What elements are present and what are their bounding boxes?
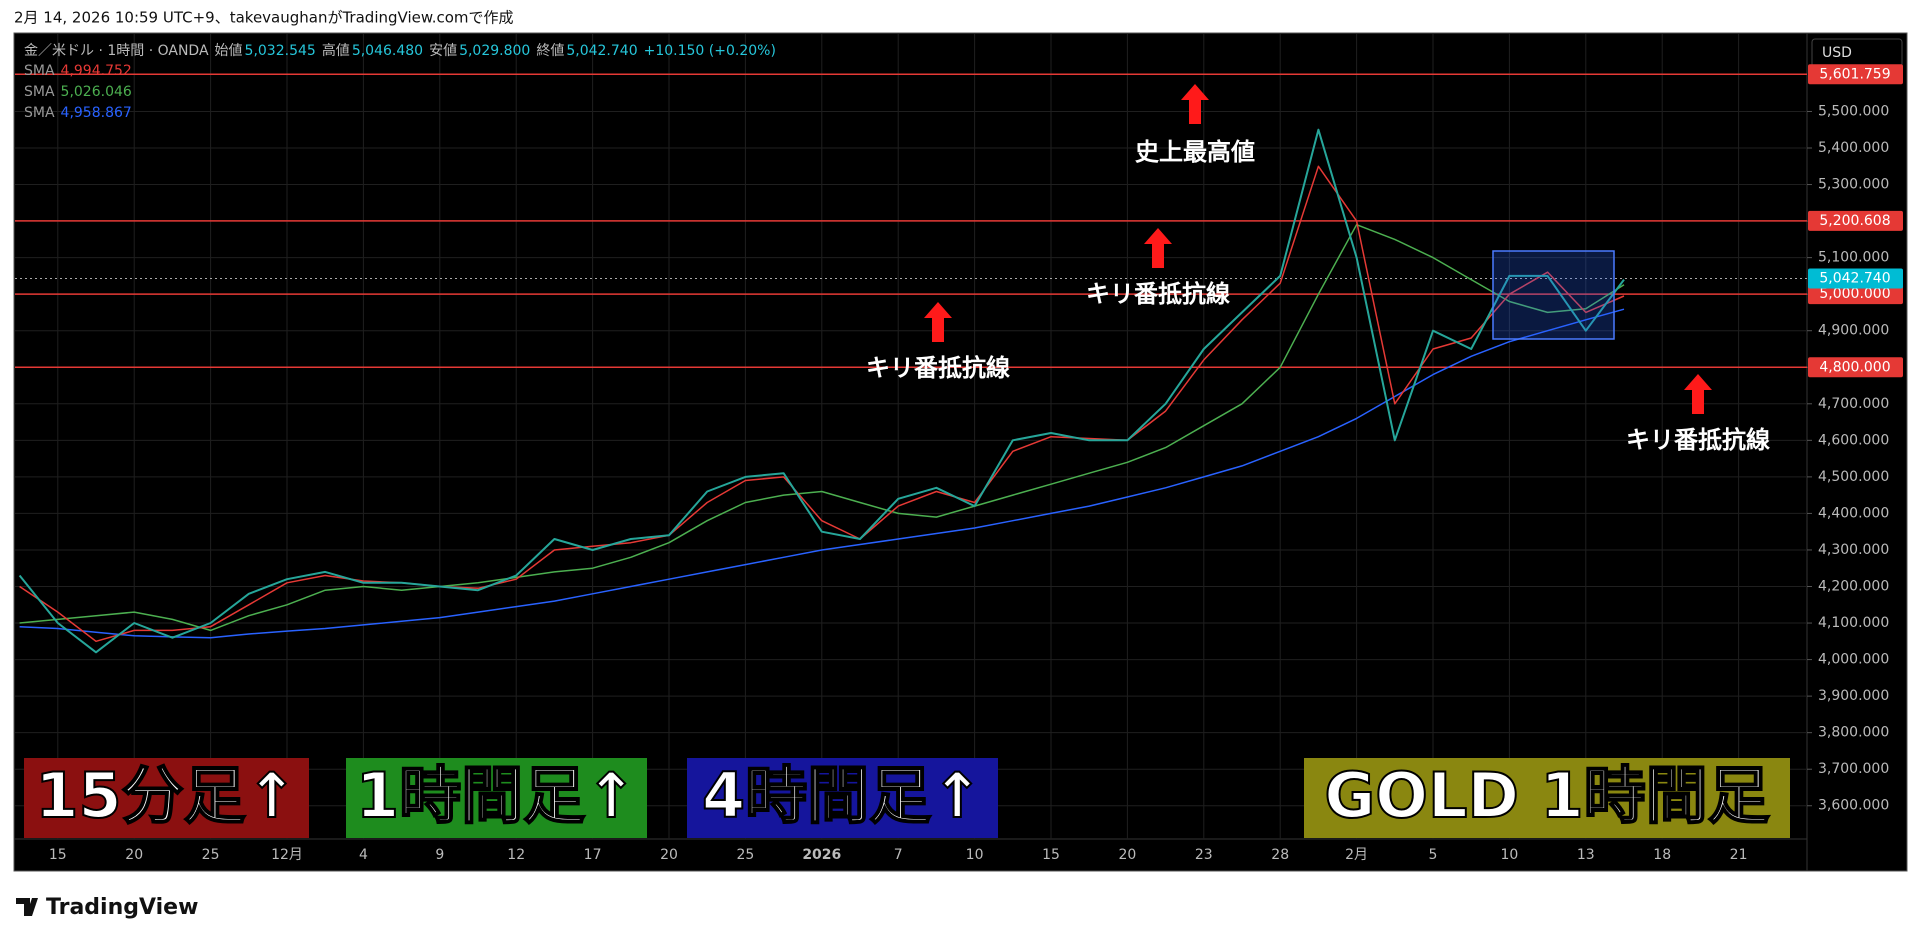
arrow — [1144, 228, 1172, 268]
arrow — [924, 302, 952, 342]
x-tick-label: 25 — [202, 847, 220, 863]
legend-name: SMA — [24, 63, 55, 79]
y-tick-label: 3,900.000 — [1818, 688, 1889, 704]
x-tick-label: 21 — [1730, 847, 1748, 863]
x-tick-label: 2026 — [802, 847, 841, 863]
annotation: 史上最高値 — [1135, 138, 1255, 166]
y-tick-label: 4,700.000 — [1818, 396, 1889, 412]
y-tick-label: 4,100.000 — [1818, 615, 1889, 631]
x-tick-label: 13 — [1577, 847, 1595, 863]
legend-name: SMA — [24, 84, 55, 100]
legend-value: 4,958.867 — [61, 105, 132, 121]
x-tick-label: 7 — [894, 847, 903, 863]
y-tick-label: 5,300.000 — [1818, 177, 1889, 193]
currency: USD — [1822, 45, 1852, 61]
timeframe-tag — [346, 758, 647, 838]
y-tick-label: 3,700.000 — [1818, 761, 1889, 777]
y-tick-label: 5,500.000 — [1818, 103, 1889, 119]
plot: 3,600.000 3,700.000 3,800.000 3,900.000 4,00… — [15, 34, 1903, 863]
x-tick-label: 17 — [584, 847, 602, 863]
x-tick-label: 2月 — [1345, 847, 1368, 863]
arrows — [924, 84, 1712, 414]
x-tick-label: 15 — [1042, 847, 1060, 863]
y-tick-label: 4,400.000 — [1818, 505, 1889, 521]
timeframe-label: 4時間足↑ — [702, 759, 983, 832]
level-label: 5,200.608 — [1819, 213, 1890, 229]
legend-value: 4,994.752 — [61, 63, 132, 79]
ohlc-label: 高値 — [322, 42, 350, 59]
x-tick-label: 4 — [359, 847, 368, 863]
arrow — [1181, 84, 1209, 124]
timeframe-tag — [687, 758, 998, 838]
sma-line — [19, 165, 1625, 643]
y-tick-label: 4,000.000 — [1818, 652, 1889, 668]
timeframe-label: GOLD 1時間足 — [1324, 759, 1769, 832]
y-tick-label: 3,600.000 — [1818, 798, 1889, 814]
sma-line — [19, 308, 1625, 639]
range-box — [1492, 250, 1615, 340]
ohlc-value: 5,046.480 — [352, 43, 423, 59]
y-tick-label: 4,900.000 — [1818, 323, 1889, 339]
x-tick-label: 20 — [1118, 847, 1136, 863]
y-tick-label: 4,500.000 — [1818, 469, 1889, 485]
ohlc-value: 5,029.800 — [459, 43, 530, 59]
timeframe-label: 1時間足↑ — [356, 759, 637, 832]
timeframe-tag — [1304, 758, 1790, 838]
chart-frame — [13, 32, 1908, 872]
ohlc-label: 始値 — [215, 43, 243, 59]
timeframe-tag — [24, 758, 309, 838]
x-tick-label: 9 — [435, 847, 444, 863]
annotation: キリ番抵抗線 — [1626, 426, 1770, 454]
ohlc-value: 5,032.545 — [245, 43, 316, 59]
y-tick-label: 5,400.000 — [1818, 140, 1889, 156]
ohlc-value: 5,042.740 — [566, 43, 637, 59]
logo-text: TradingView — [46, 895, 198, 920]
level-tag — [1808, 357, 1903, 378]
level-tag — [1808, 284, 1903, 305]
level-tag — [1808, 210, 1903, 231]
x-tick-label: 12月 — [271, 847, 303, 863]
y-tick-label: 4,200.000 — [1818, 579, 1889, 595]
timeframe-label: 15分足↑ — [35, 759, 297, 832]
level-label: 5,000.000 — [1819, 286, 1890, 302]
y-tick-label: 4,600.000 — [1818, 432, 1889, 448]
x-tick-label: 23 — [1195, 847, 1213, 863]
symbol: 金／米ドル · 1時間 · OANDA — [24, 43, 209, 59]
y-tick-label: 3,800.000 — [1818, 725, 1889, 741]
x-tick-label: 20 — [125, 847, 143, 863]
ohlc-label: 安値 — [429, 43, 457, 59]
legend-value: 5,026.046 — [61, 84, 132, 100]
x-tick-label: 28 — [1271, 847, 1289, 863]
x-tick-label: 15 — [49, 847, 67, 863]
x-tick-label: 25 — [736, 847, 754, 863]
annotation: キリ番抵抗線 — [1086, 280, 1230, 308]
x-tick-label: 12 — [507, 847, 525, 863]
ohlc-label: 終値 — [536, 43, 564, 59]
x-tick-label: 20 — [660, 847, 678, 863]
y-tick-label: 4,300.000 — [1818, 542, 1889, 558]
header: 2月 14, 2026 10:59 UTC+9、takevaughanがTrad… — [14, 9, 514, 27]
last-price-tag — [1808, 268, 1903, 289]
arrow — [1684, 374, 1712, 414]
level-tag — [1808, 64, 1903, 85]
annotation: キリ番抵抗線 — [866, 354, 1010, 382]
last-price-label: 5,042.740 — [1819, 271, 1890, 287]
x-tick-label: 10 — [1500, 847, 1518, 863]
x-tick-label: 5 — [1429, 847, 1438, 863]
level-label: 5,601.759 — [1819, 66, 1890, 82]
logo-mark — [16, 898, 38, 916]
y-tick-label: 5,100.000 — [1818, 250, 1889, 266]
level-label: 4,800.000 — [1819, 359, 1890, 375]
logo: TradingView — [16, 895, 198, 920]
x-tick-label: 18 — [1653, 847, 1671, 863]
x-tick-label: 10 — [966, 847, 984, 863]
legend-name: SMA — [24, 105, 55, 121]
price-line — [18, 128, 1625, 654]
change: +10.150 (+0.20%) — [644, 43, 776, 59]
